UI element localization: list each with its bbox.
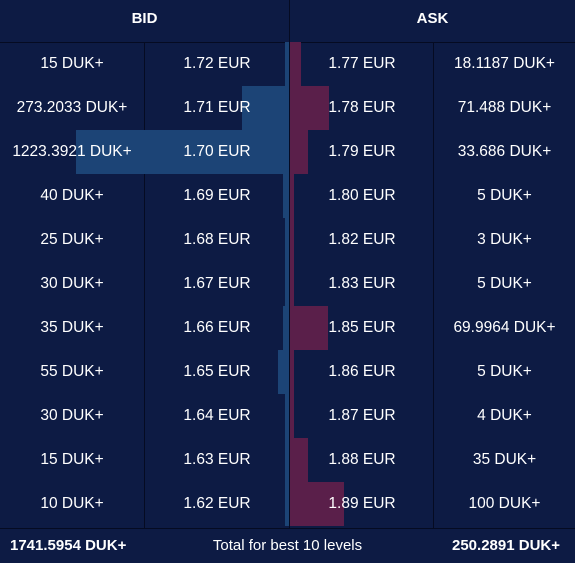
- ask-depth-bar: [290, 174, 294, 218]
- bid-depth-bar: [285, 262, 289, 306]
- bid-depth-bar: [285, 438, 289, 482]
- ask-depth-bar: [290, 86, 329, 130]
- bid-amount[interactable]: 15 DUK+: [40, 55, 104, 72]
- ask-amount[interactable]: 5 DUK+: [477, 187, 532, 204]
- ask-total: 250.2891 DUK+: [452, 537, 560, 554]
- bid-amount[interactable]: 35 DUK+: [40, 319, 104, 336]
- order-book-row: 10 DUK+ 1.62 EUR 1.89 EUR 100 DUK+: [0, 482, 575, 526]
- totals-footer: Total for best 10 levels 1741.5954 DUK+ …: [0, 528, 575, 561]
- ask-price[interactable]: 1.79 EUR: [328, 143, 396, 160]
- ask-amount[interactable]: 33.686 DUK+: [457, 143, 552, 160]
- ask-depth-bar: [290, 262, 294, 306]
- order-book-row: 35 DUK+ 1.66 EUR 1.85 EUR 69.9964 DUK+: [0, 306, 575, 350]
- ask-depth-bar: [290, 306, 328, 350]
- bid-amount[interactable]: 40 DUK+: [40, 187, 104, 204]
- ask-depth-bar: [290, 438, 308, 482]
- bid-price[interactable]: 1.65 EUR: [183, 363, 251, 380]
- ask-amount[interactable]: 18.1187 DUK+: [454, 55, 555, 72]
- ask-amount[interactable]: 35 DUK+: [472, 451, 537, 468]
- ask-amount[interactable]: 5 DUK+: [477, 275, 532, 292]
- bid-price[interactable]: 1.68 EUR: [183, 231, 251, 248]
- ask-depth-bar: [290, 42, 301, 86]
- bid-depth-bar: [285, 482, 289, 526]
- ask-amount[interactable]: 4 DUK+: [477, 407, 532, 424]
- order-book-row: 40 DUK+ 1.69 EUR 1.80 EUR 5 DUK+: [0, 174, 575, 218]
- order-book-row: 30 DUK+ 1.64 EUR 1.87 EUR 4 DUK+: [0, 394, 575, 438]
- bid-amount[interactable]: 1223.3921 DUK+: [12, 143, 132, 160]
- bid-price[interactable]: 1.64 EUR: [183, 407, 251, 424]
- bid-amount[interactable]: 273.2033 DUK+: [16, 99, 128, 116]
- ask-price[interactable]: 1.88 EUR: [328, 451, 396, 468]
- bid-price[interactable]: 1.66 EUR: [183, 319, 251, 336]
- order-book-row: 15 DUK+ 1.63 EUR 1.88 EUR 35 DUK+: [0, 438, 575, 482]
- bid-amount[interactable]: 25 DUK+: [40, 231, 104, 248]
- bid-price[interactable]: 1.63 EUR: [183, 451, 251, 468]
- bid-price[interactable]: 1.69 EUR: [183, 187, 251, 204]
- ask-amount[interactable]: 69.9964 DUK+: [453, 319, 556, 336]
- order-book-row: 15 DUK+ 1.72 EUR 1.77 EUR 18.1187 DUK+: [0, 42, 575, 86]
- bid-depth-bar: [283, 174, 289, 218]
- bid-price[interactable]: 1.71 EUR: [183, 99, 251, 116]
- ask-column-header: ASK: [416, 10, 449, 27]
- ask-depth-bar: [290, 350, 294, 394]
- bid-amount[interactable]: 55 DUK+: [40, 363, 104, 380]
- ask-amount[interactable]: 3 DUK+: [477, 231, 532, 248]
- ask-amount[interactable]: 71.488 DUK+: [457, 99, 552, 116]
- bid-column-header: BID: [131, 10, 158, 27]
- bid-amount[interactable]: 10 DUK+: [40, 495, 104, 512]
- bid-depth-bar: [285, 394, 289, 438]
- bid-total: 1741.5954 DUK+: [10, 537, 127, 554]
- bid-amount[interactable]: 15 DUK+: [40, 451, 104, 468]
- bid-price[interactable]: 1.72 EUR: [183, 55, 251, 72]
- bid-depth-bar: [76, 130, 289, 174]
- bid-depth-bar: [285, 42, 289, 86]
- order-book-row: 25 DUK+ 1.68 EUR 1.82 EUR 3 DUK+: [0, 218, 575, 262]
- ask-price[interactable]: 1.80 EUR: [328, 187, 396, 204]
- order-book-row: 1223.3921 DUK+ 1.70 EUR 1.79 EUR 33.686 DUK…: [0, 130, 575, 174]
- ask-depth-bar: [290, 218, 294, 262]
- order-book-header: BID ASK: [0, 0, 575, 43]
- order-book-row: 273.2033 DUK+ 1.71 EUR 1.78 EUR 71.488 DUK+: [0, 86, 575, 130]
- bid-amount[interactable]: 30 DUK+: [40, 275, 104, 292]
- ask-price[interactable]: 1.89 EUR: [328, 495, 396, 512]
- bid-depth-bar: [278, 350, 289, 394]
- bid-amount[interactable]: 30 DUK+: [40, 407, 104, 424]
- order-book-row: 30 DUK+ 1.67 EUR 1.83 EUR 5 DUK+: [0, 262, 575, 306]
- bid-depth-bar: [242, 86, 289, 130]
- bid-price[interactable]: 1.70 EUR: [183, 143, 251, 160]
- bid-depth-bar: [285, 218, 289, 262]
- column-divider: [144, 42, 145, 528]
- ask-price[interactable]: 1.85 EUR: [328, 319, 396, 336]
- bid-depth-bar: [283, 306, 289, 350]
- ask-price[interactable]: 1.77 EUR: [328, 55, 396, 72]
- ask-amount[interactable]: 100 DUK+: [468, 495, 541, 512]
- ask-price[interactable]: 1.83 EUR: [328, 275, 396, 292]
- ask-price[interactable]: 1.78 EUR: [328, 99, 396, 116]
- column-divider: [433, 42, 434, 528]
- order-book-row: 55 DUK+ 1.65 EUR 1.86 EUR 5 DUK+: [0, 350, 575, 394]
- bid-ask-divider: [289, 0, 290, 528]
- ask-depth-bar: [290, 482, 344, 526]
- totals-label: Total for best 10 levels: [212, 537, 363, 554]
- bid-price[interactable]: 1.67 EUR: [183, 275, 251, 292]
- ask-depth-bar: [290, 394, 294, 438]
- ask-amount[interactable]: 5 DUK+: [477, 363, 532, 380]
- bid-price[interactable]: 1.62 EUR: [183, 495, 251, 512]
- ask-depth-bar: [290, 130, 308, 174]
- ask-price[interactable]: 1.86 EUR: [328, 363, 396, 380]
- ask-price[interactable]: 1.82 EUR: [328, 231, 396, 248]
- ask-price[interactable]: 1.87 EUR: [328, 407, 396, 424]
